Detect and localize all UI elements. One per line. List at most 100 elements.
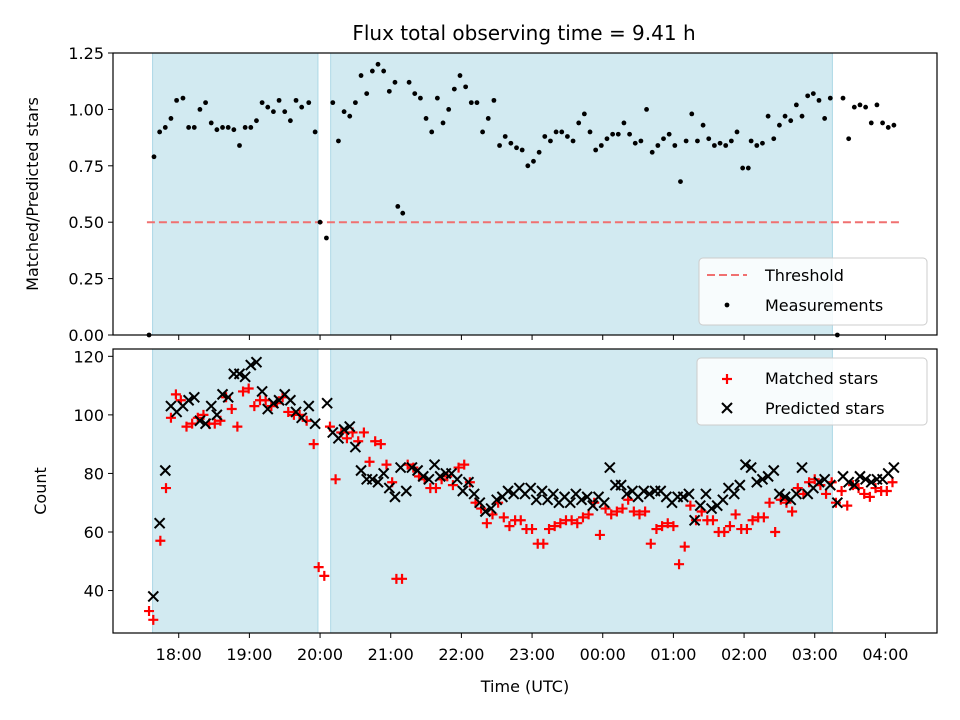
measurement-point <box>231 127 237 133</box>
x-tick-label-7: 01:00 <box>650 645 696 664</box>
x-axis-label: Time (UTC) <box>480 677 569 696</box>
bottom-y-tick-label-2: 80 <box>84 464 104 483</box>
matched-star-point <box>770 526 781 537</box>
predicted-star-point <box>575 494 588 506</box>
measurement-point <box>525 163 531 169</box>
measurement-point <box>661 136 666 142</box>
measurement-point <box>740 165 746 171</box>
measurement-point <box>846 136 852 142</box>
predicted-star-point <box>256 385 268 398</box>
matched-star-point <box>397 573 408 584</box>
measurement-point <box>485 116 491 121</box>
measurement-point <box>754 143 760 148</box>
predicted-star-point <box>756 473 769 485</box>
measurement-point <box>299 104 305 110</box>
measurement-point <box>559 129 565 135</box>
predicted-star-point <box>790 488 803 500</box>
measurement-point <box>553 129 559 135</box>
predicted-star-point <box>751 476 763 488</box>
predicted-star-point <box>745 461 757 474</box>
measurement-point <box>191 125 197 130</box>
predicted-star-point <box>344 420 356 433</box>
predicted-star-point <box>643 488 656 500</box>
matched-star-point <box>679 541 690 552</box>
measurement-point <box>805 93 811 99</box>
measurement-point <box>610 131 616 137</box>
measurement-point <box>706 136 712 142</box>
predicted-star-point <box>536 485 548 497</box>
matched-star-point <box>181 421 192 432</box>
measurement-point <box>157 129 163 135</box>
matched-star-point <box>260 395 271 406</box>
predicted-star-point <box>813 476 825 488</box>
predicted-star-point <box>349 441 362 453</box>
measurement-point <box>324 235 329 241</box>
predicted-star-point <box>479 505 492 518</box>
measurement-point <box>186 125 192 130</box>
measurement-point <box>248 125 254 130</box>
matched-star-point <box>358 427 369 438</box>
measurement-point <box>347 113 353 119</box>
predicted-star-point <box>332 432 345 445</box>
measurement-point <box>695 138 700 144</box>
matched-star-point <box>724 521 735 532</box>
measurement-point <box>728 138 734 144</box>
measurement-point <box>514 145 519 151</box>
matched-star-point <box>447 480 458 491</box>
predicted-star-point <box>638 485 650 497</box>
matched-star-point <box>741 524 752 535</box>
measurement-point <box>271 109 276 115</box>
matched-star-point <box>674 559 685 570</box>
predicted-star-point <box>859 473 872 485</box>
measurement-point <box>162 125 168 130</box>
measurement-point <box>265 104 271 110</box>
measurement-point <box>440 120 446 126</box>
matched-star-point <box>645 538 656 549</box>
matched-star-point <box>515 515 526 526</box>
predicted-star-point <box>451 473 463 485</box>
predicted-star-point <box>768 464 780 477</box>
matched-star-point <box>459 459 470 470</box>
predicted-star-point <box>205 400 217 412</box>
measurement-point <box>587 129 593 135</box>
matched-star-point <box>640 506 651 517</box>
shaded-interval-0 <box>152 52 319 336</box>
matched-star-point <box>155 535 166 546</box>
measurement-point <box>793 102 799 108</box>
measurement-point <box>412 91 418 97</box>
measurement-point <box>395 204 401 209</box>
predicted-star-point <box>530 494 543 506</box>
matched-star-point <box>308 439 319 450</box>
bottom-axis-ticks: 40 60 80 100 120 <box>73 347 886 638</box>
matched-star-point <box>836 486 847 496</box>
predicted-star-point <box>295 412 308 424</box>
measurement-point <box>672 143 678 148</box>
measurement-point <box>548 138 553 144</box>
predicted-star-point <box>406 461 418 474</box>
matched-star-point <box>144 606 155 617</box>
matched-star-point <box>707 515 718 526</box>
predicted-star-point <box>773 488 786 500</box>
matched-star-point <box>577 512 588 523</box>
measurement-point <box>287 118 293 124</box>
matched-star-point <box>787 506 798 517</box>
measurement-point <box>312 129 318 135</box>
predicted-star-point <box>423 473 435 485</box>
predicted-star-point <box>468 488 480 500</box>
predicted-star-point <box>474 497 486 509</box>
matched-star-point <box>881 486 892 496</box>
measurement-point <box>857 102 863 108</box>
legend-measurements-swatch <box>724 302 730 308</box>
predicted-star-point <box>303 400 315 412</box>
predicted-star-point <box>598 497 610 509</box>
predicted-star-point <box>564 497 576 509</box>
measurement-point <box>863 104 869 110</box>
predicted-star-point <box>824 479 836 491</box>
predicted-star-point <box>394 461 407 474</box>
predicted-star-point <box>677 491 690 503</box>
predicted-star-point <box>372 476 384 488</box>
measurement-point <box>644 107 649 112</box>
predicted-star-point <box>377 467 390 480</box>
measurement-point <box>463 84 469 90</box>
